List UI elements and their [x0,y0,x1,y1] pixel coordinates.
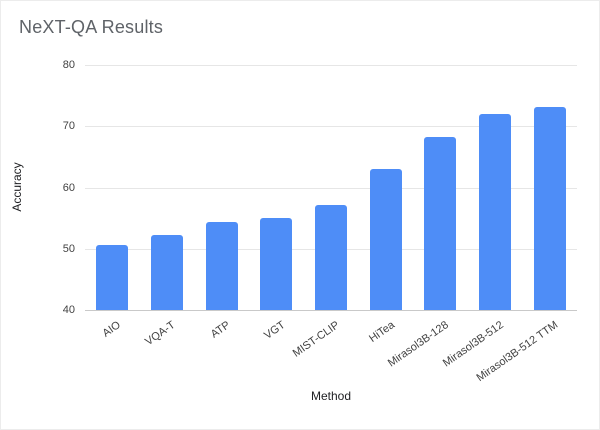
x-tick-label: VQA-T [143,319,178,349]
bar-VGT [260,218,293,310]
y-tick-label: 50 [62,242,75,255]
x-tick-label: ATP [208,319,233,341]
x-tick-label: HiTea [366,319,397,345]
bar-HiTea [369,168,402,310]
gridline [85,187,577,189]
x-tick-label: VGT [261,319,288,342]
gridline [85,65,577,66]
y-tick-label: 40 [62,304,75,316]
bar-Mirasol3B-512 [479,114,511,310]
y-axis-title: Accuracy [10,162,24,212]
bar-Mirasol3B-128 [424,137,457,310]
bar-VQA-T [151,234,183,310]
x-axis-title: Method [310,389,352,403]
plot-area: 40 50 60 70 80 AIO VQA-T ATP VGT MIST-CLIP HiTea Mi… [63,59,577,384]
gridline [85,126,577,128]
x-tick-label: MIST-CLIP [290,319,342,360]
y-tick-label: 80 [62,59,75,71]
y-tick-label: 60 [62,181,75,194]
y-tick-label: 70 [62,120,75,133]
chart-title: NeXT-QA Results [19,17,164,37]
bar-Mirasol3B-512 TTM [533,106,566,310]
bar-AIO [96,245,129,310]
bar-MIST-CLIP [315,204,347,310]
gridline [85,310,577,311]
bar-ATP [205,222,238,310]
x-tick-label: AIO [100,319,124,340]
